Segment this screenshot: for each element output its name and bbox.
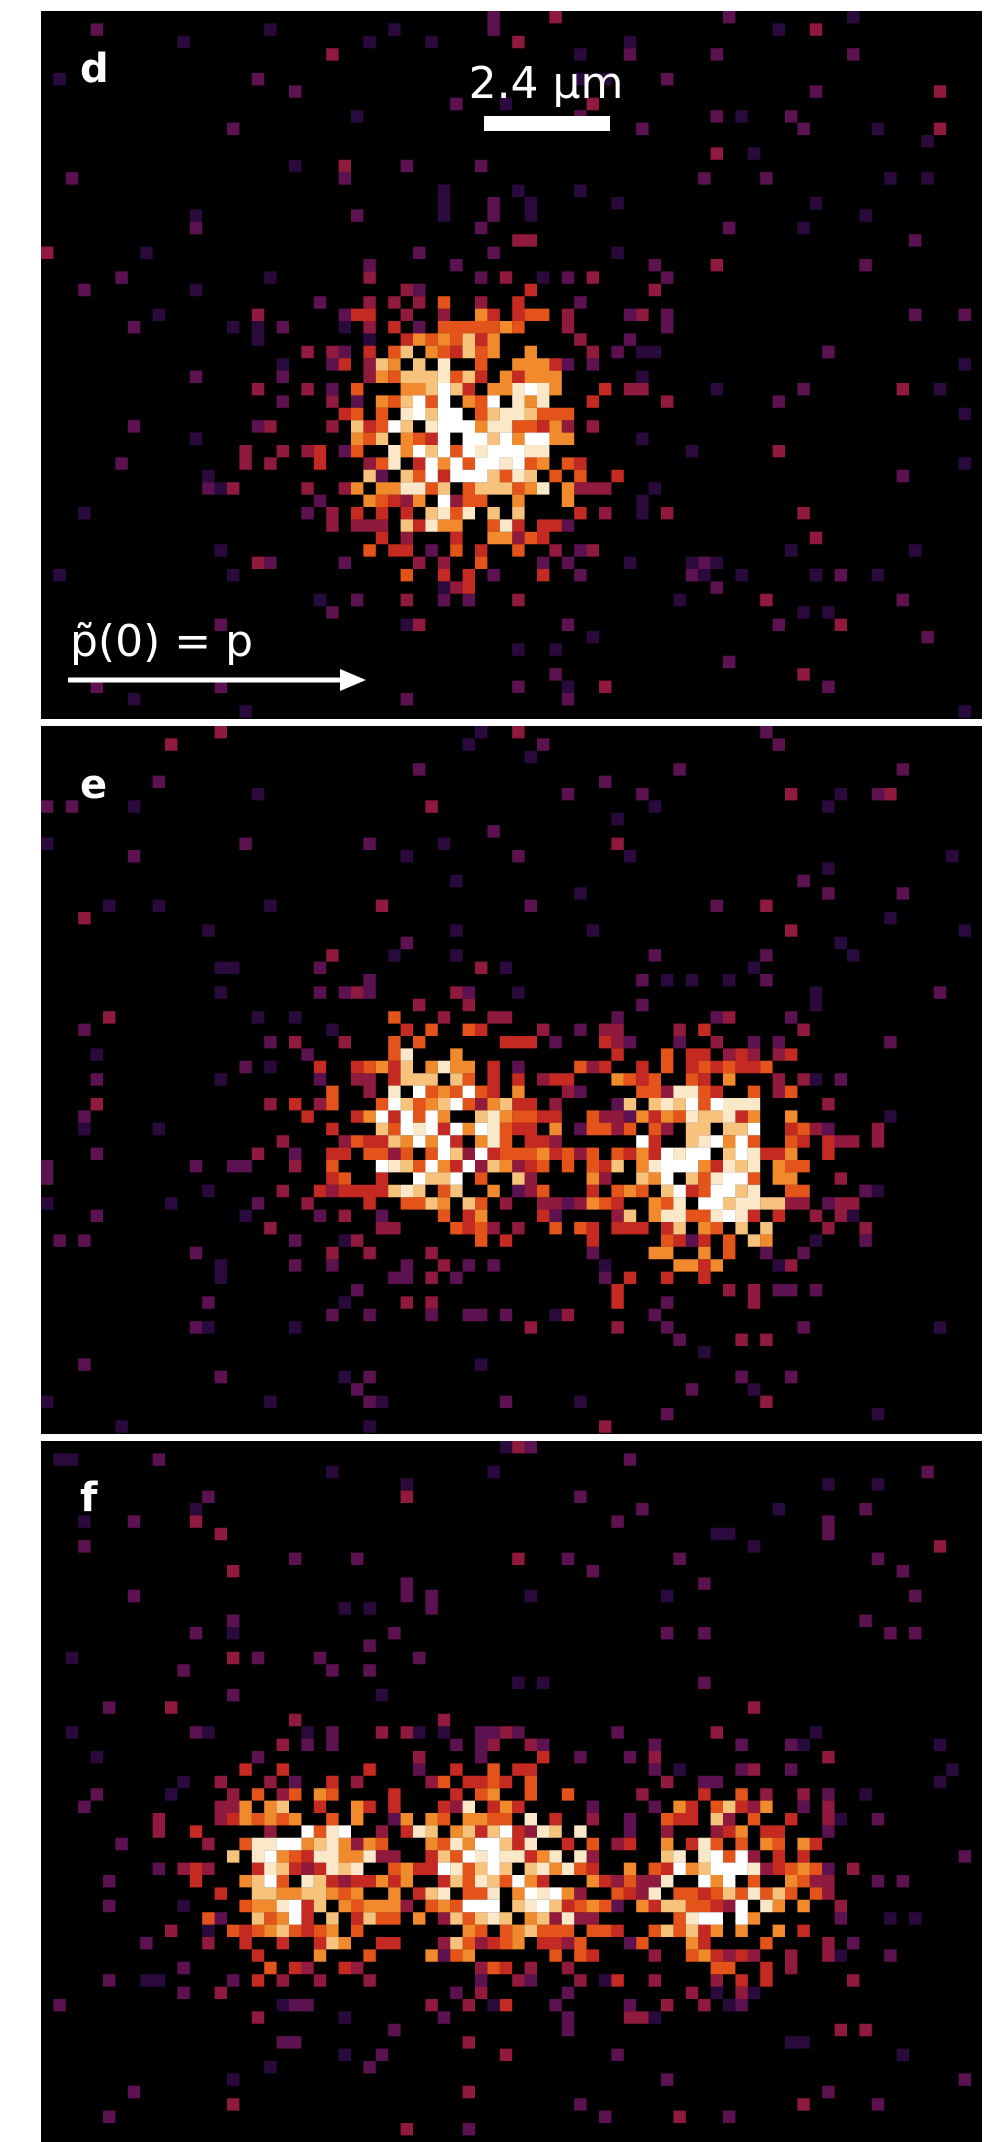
panel-label: e <box>80 762 107 808</box>
panel-f <box>41 1441 982 2142</box>
panel-label: d <box>80 46 109 92</box>
panel-divider <box>41 722 985 726</box>
figure: d e f 2.4 µm p̃(0) = p <box>0 0 985 2142</box>
panel-background <box>41 1441 982 2142</box>
panel-e <box>41 726 982 1434</box>
panel-label: f <box>80 1475 98 1521</box>
panel-divider <box>41 1437 985 1441</box>
page: d e f 2.4 µm p̃(0) = p (() => { const da… <box>0 0 985 2142</box>
annotation: p̃(0) = p <box>70 616 253 667</box>
scale-bar-label: 2.4 µm <box>469 58 624 109</box>
scale-bar <box>484 116 610 131</box>
